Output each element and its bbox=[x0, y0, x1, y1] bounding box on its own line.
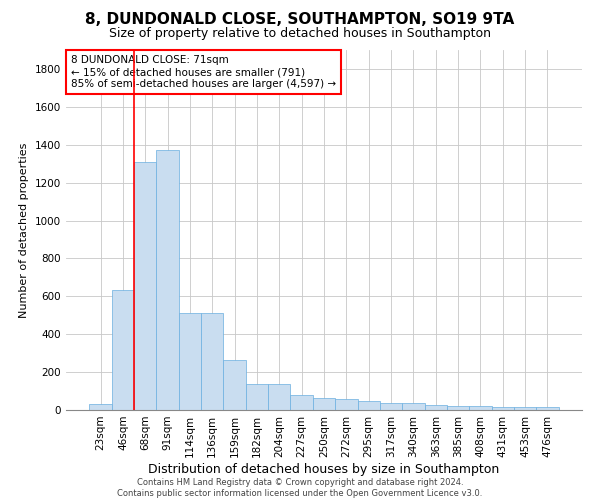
Bar bbox=[89, 404, 112, 410]
Text: Size of property relative to detached houses in Southampton: Size of property relative to detached ho… bbox=[109, 28, 491, 40]
Bar bbox=[290, 395, 313, 410]
Bar bbox=[223, 360, 246, 410]
Bar bbox=[425, 404, 447, 410]
Bar bbox=[491, 407, 514, 410]
Bar bbox=[313, 398, 335, 410]
Bar bbox=[335, 398, 358, 410]
Bar bbox=[112, 290, 134, 410]
Bar bbox=[514, 407, 536, 410]
Bar bbox=[536, 407, 559, 410]
Bar bbox=[157, 150, 179, 410]
Text: 8, DUNDONALD CLOSE, SOUTHAMPTON, SO19 9TA: 8, DUNDONALD CLOSE, SOUTHAMPTON, SO19 9T… bbox=[85, 12, 515, 28]
Bar bbox=[469, 406, 491, 410]
Bar bbox=[134, 162, 157, 410]
Bar bbox=[447, 406, 469, 410]
X-axis label: Distribution of detached houses by size in Southampton: Distribution of detached houses by size … bbox=[148, 462, 500, 475]
Text: Contains HM Land Registry data © Crown copyright and database right 2024.
Contai: Contains HM Land Registry data © Crown c… bbox=[118, 478, 482, 498]
Y-axis label: Number of detached properties: Number of detached properties bbox=[19, 142, 29, 318]
Bar bbox=[358, 400, 380, 410]
Bar bbox=[201, 314, 223, 410]
Bar bbox=[402, 404, 425, 410]
Bar bbox=[380, 404, 402, 410]
Text: 8 DUNDONALD CLOSE: 71sqm
← 15% of detached houses are smaller (791)
85% of semi-: 8 DUNDONALD CLOSE: 71sqm ← 15% of detach… bbox=[71, 56, 336, 88]
Bar bbox=[179, 314, 201, 410]
Bar bbox=[246, 384, 268, 410]
Bar bbox=[268, 384, 290, 410]
